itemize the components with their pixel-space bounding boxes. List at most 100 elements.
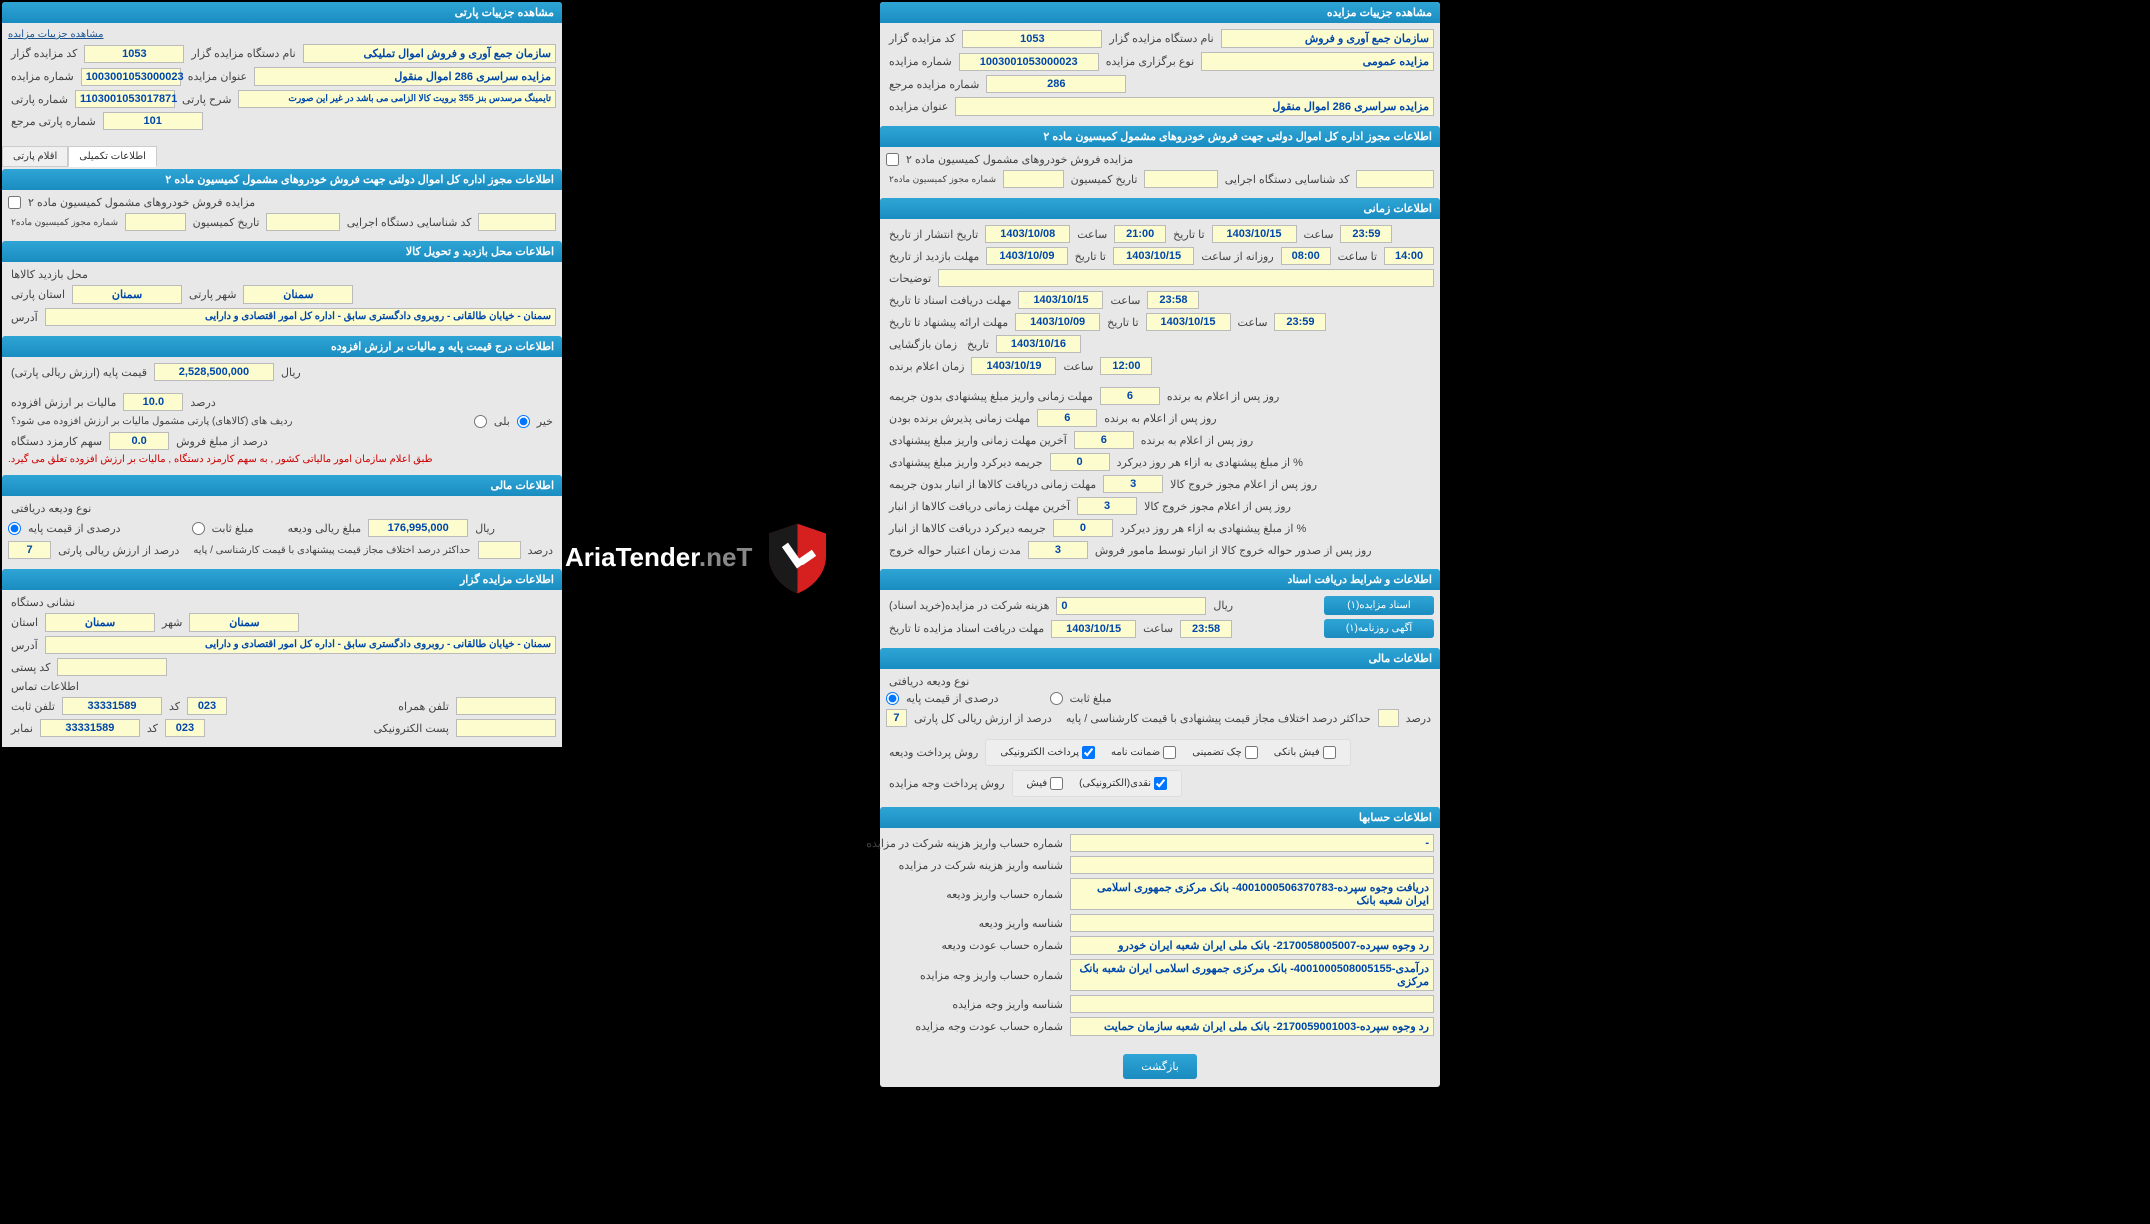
bid-label: مهلت ارائه پیشنهاد تا تاریخ [886, 316, 1011, 329]
party-detail-panel: مشاهده جزییات پارتی مشاهده جزییات مزایده… [2, 2, 562, 747]
btn-back[interactable]: بازگشت [1123, 1054, 1197, 1079]
acc7-lbl: شناسه واریز وجه مزایده [886, 998, 1066, 1011]
ref-label: شماره مزایده مرجع [886, 78, 982, 91]
l-org-prov-v: سمنان [45, 613, 155, 632]
to-time-1: تا ساعت [1335, 250, 1380, 263]
l-loc-lbl: محل بازدید کالاها [8, 268, 91, 281]
l-num-lbl: شماره مزایده [8, 70, 77, 83]
radio-fixed[interactable] [1050, 692, 1063, 705]
l-prov-v: سمنان [72, 285, 182, 304]
chk-chq[interactable]: چک تضمینی [1184, 746, 1266, 759]
d8-suf: روز پس از صدور حواله خروج کالا از انبار … [1092, 544, 1375, 557]
pct-unit-1: درصد [1403, 712, 1434, 725]
acc6-v: درآمدی-4001000508005155- بانک مرکزی جمهو… [1070, 959, 1434, 991]
acc4-lbl: شناسه واریز ودیعه [886, 917, 1066, 930]
l-share-v: 0.0 [109, 432, 169, 450]
brand-text: AriaTender.neT [565, 542, 752, 573]
radio-pct-base[interactable] [886, 692, 899, 705]
pub-from: 1403/10/08 [985, 225, 1070, 243]
brand-logo: AriaTender.neT [565, 520, 835, 595]
l-ref-lbl: شماره پارتی مرجع [8, 115, 99, 128]
chk-bank[interactable]: فیش بانکی [1266, 746, 1344, 759]
acc5-v: رد وجوه سپرده-2170058005007- بانک ملی ای… [1070, 936, 1434, 955]
l-auth-checkbox[interactable] [8, 196, 21, 209]
l-city-lbl: شهر پارتی [186, 288, 239, 301]
at-time-5: ساعت [1060, 360, 1096, 373]
auth-sale-label: مزایده فروش خودروهای مشمول کمیسیون ماده … [903, 153, 1136, 166]
header-party-detail: مشاهده جزییات پارتی [2, 2, 562, 23]
chk-fish[interactable]: فیش [1019, 777, 1072, 790]
chk-guar[interactable]: ضمانت نامه [1103, 746, 1184, 759]
l-fax-code: 023 [165, 719, 205, 737]
l-pno-v: 1103001053017871 [75, 90, 175, 108]
title-label: عنوان مزایده [886, 100, 951, 113]
l-org-lbl: نام دستگاه مزایده گزار [188, 47, 298, 60]
to-date-1: تا تاریخ [1170, 228, 1207, 241]
auth-checkbox[interactable] [886, 153, 899, 166]
l-org-addr: آدرس [8, 639, 41, 652]
radio-no[interactable] [517, 415, 530, 428]
ref-value: 286 [986, 75, 1126, 93]
visit-label: مهلت بازدید از تاریخ [886, 250, 982, 263]
pub-to: 1403/10/15 [1212, 225, 1297, 243]
chk-cash[interactable]: نقدی(الکترونیکی) [1071, 777, 1175, 790]
l-header-fin: اطلاعات مالی [2, 475, 562, 496]
acc8-v: رد وجوه سپرده-2170059001003- بانک ملی ای… [1070, 1017, 1434, 1036]
max-diff-v [1378, 709, 1399, 727]
tab-extra-info[interactable]: اطلاعات تکمیلی [68, 146, 157, 167]
l-rial: ریال [278, 366, 304, 379]
open-v: 1403/10/16 [996, 335, 1081, 353]
l-pct-1: درصد [187, 396, 218, 409]
header-doc: اطلاعات و شرایط دریافت اسناد [880, 569, 1440, 590]
tab-items[interactable]: اقلام پارتی [2, 146, 68, 167]
at-time-6: ساعت [1140, 622, 1176, 635]
chk-elec[interactable]: پرداخت الکترونیکی [992, 746, 1103, 759]
l-tel-v: 33331589 [62, 697, 162, 715]
l-org-v: سازمان جمع آوری و فروش اموال تملیکی [303, 44, 556, 63]
d6-lbl: آخرین مهلت زمانی دریافت کالاها از انبار [886, 500, 1073, 513]
l-post-v [57, 658, 167, 676]
title-value: مزایده سراسری 286 اموال منقول [955, 97, 1434, 116]
d4-suf: % از مبلغ پیشنهادی به ازاء هر روز دیرکرد [1114, 456, 1306, 469]
btn-newspaper[interactable]: آگهی روزنامه(۱) [1324, 619, 1434, 638]
l-yes: بلی [491, 415, 513, 428]
d5-lbl: مهلت زمانی دریافت کالاها از انبار بدون ج… [886, 478, 1099, 491]
d2-lbl: مهلت زمانی پذیرش برنده بودن [886, 412, 1033, 425]
auth-date-value [1144, 170, 1217, 188]
max-diff-label: حداکثر درصد اختلاف مجاز قیمت پیشنهادی با… [1063, 712, 1374, 725]
to-date-2: تا تاریخ [1072, 250, 1109, 263]
d1-suf: روز پس از اعلام به برنده [1164, 390, 1282, 403]
l-org-addr-v: سمنان - خیابان طالقانی - روبروی دادگستری… [45, 636, 556, 654]
l-auth-date-v [266, 213, 339, 231]
header-time: اطلاعات زمانی [880, 198, 1440, 219]
l-tel-code-lbl: کد [166, 700, 183, 713]
l-org-prov-lbl: استان [8, 616, 41, 629]
auction-methods: فیش نقدی(الکترونیکی) [1012, 770, 1183, 797]
l-share-lbl: سهم کارمزد دستگاه [8, 435, 105, 448]
num-value: 1003001053000023 [959, 53, 1099, 71]
l-dep-amt-lbl: مبلغ ریالی ودیعه [285, 522, 365, 535]
radio-yes[interactable] [474, 415, 487, 428]
link-auction-detail[interactable]: مشاهده جزییات مزایده [8, 29, 104, 40]
l-vat-lbl: مالیات بر ارزش افزوده [8, 396, 119, 409]
at-time-4: ساعت [1235, 316, 1271, 329]
auth-exec-label: کد شناسایی دستگاه اجرایی [1222, 173, 1353, 186]
acc7-v [1070, 995, 1434, 1013]
btn-documents[interactable]: اسناد مزایده(۱) [1324, 596, 1434, 615]
doc-rcv-label: مهلت دریافت اسناد تا تاریخ [886, 294, 1014, 307]
type-value: مزایده عمومی [1201, 52, 1434, 71]
acc1-v: - [1070, 834, 1434, 852]
pay-dep-label: روش پرداخت ودیعه [886, 746, 981, 759]
d1-v: 6 [1100, 387, 1160, 405]
l-auth-exec-v [478, 213, 556, 231]
acc5-lbl: شماره حساب عودت ودیعه [886, 939, 1066, 952]
l-radio-fixed[interactable] [192, 522, 205, 535]
auth-no-value [1003, 170, 1064, 188]
l-pct-type: درصدی از قیمت پایه [25, 522, 124, 535]
l-radio-pct[interactable] [8, 522, 21, 535]
auth-date-label: تاریخ کمیسیون [1068, 173, 1141, 186]
notes-label: توضیحات [886, 272, 934, 285]
d3-suf: روز پس از اعلام به برنده [1138, 434, 1256, 447]
auth-exec-value [1356, 170, 1434, 188]
d4-lbl: جریمه دیرکرد واریز مبلغ پیشنهادی [886, 456, 1046, 469]
